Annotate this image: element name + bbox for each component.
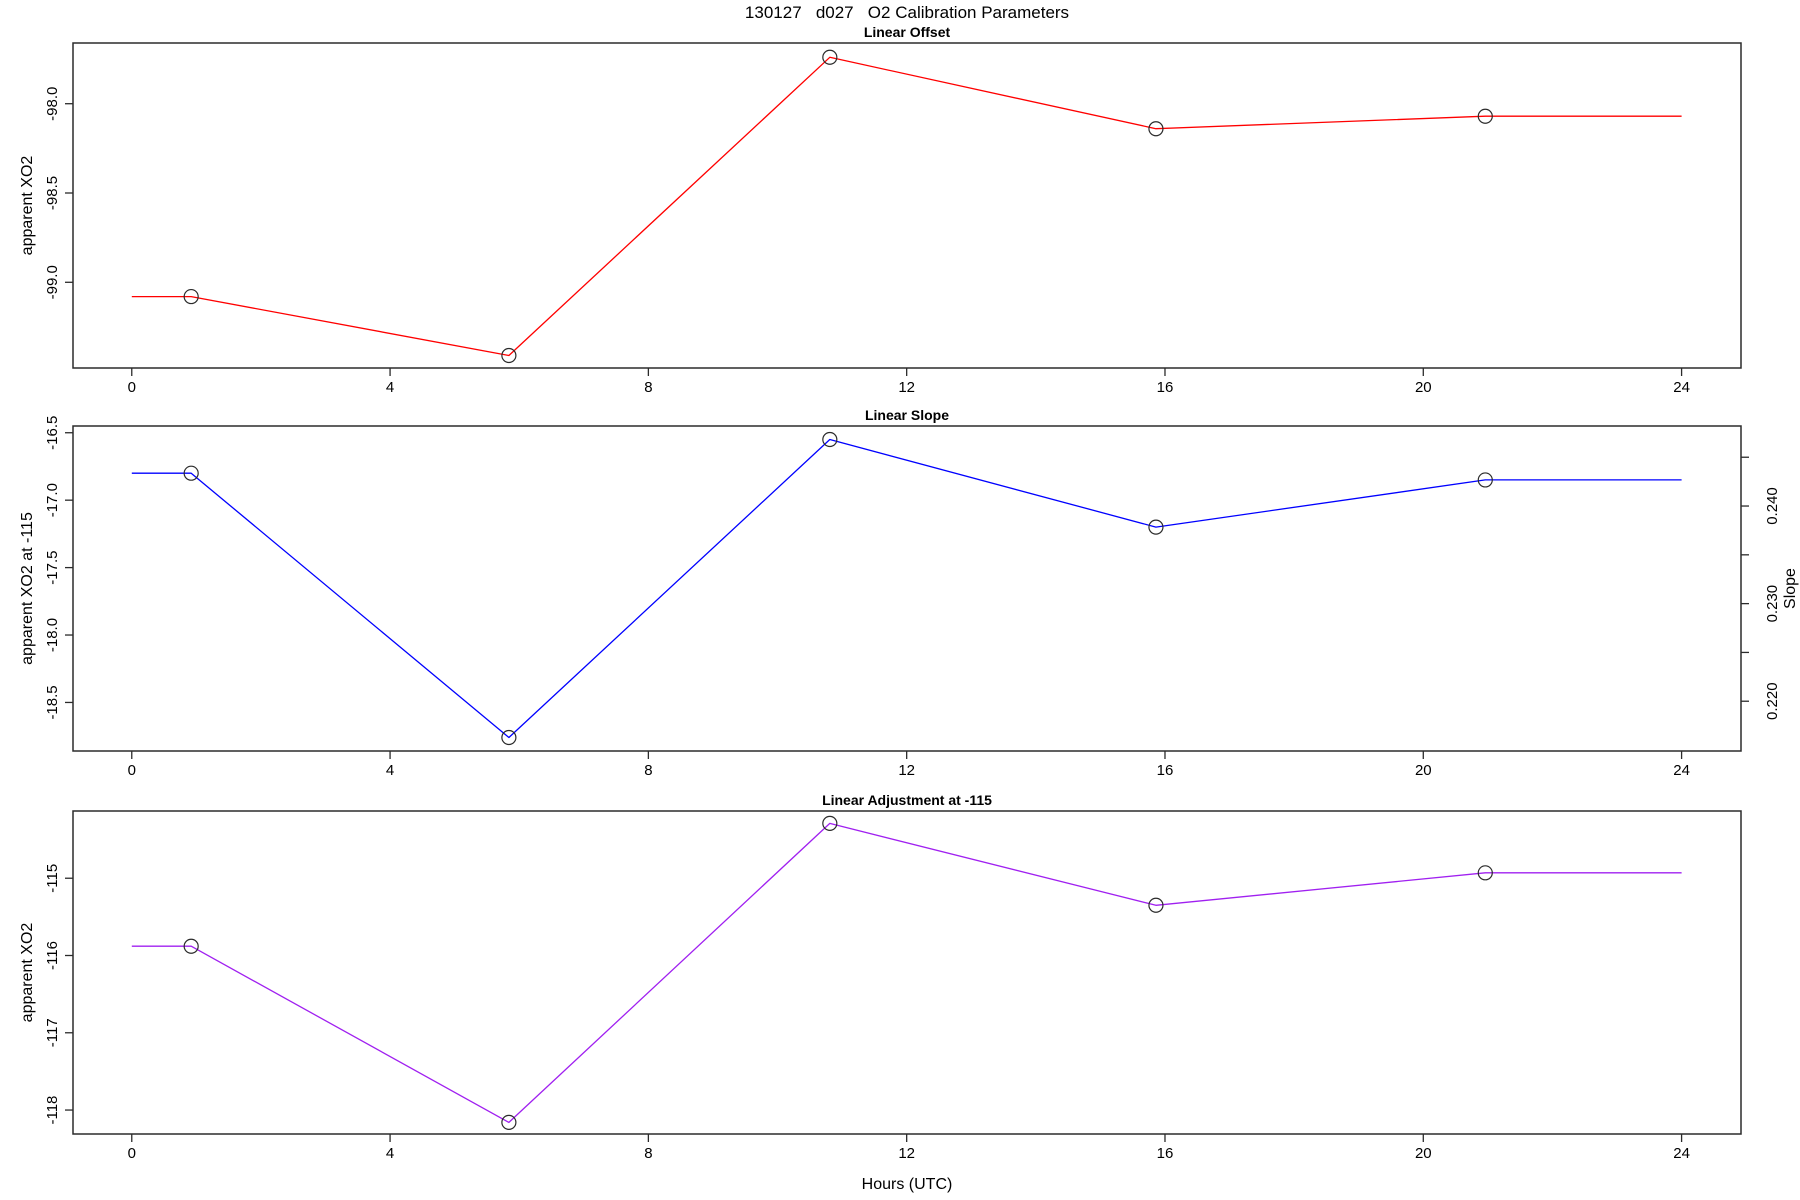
x-tick-label: 0 <box>128 1145 136 1162</box>
x-tick-label: 16 <box>1157 1145 1174 1162</box>
panel-3-box <box>72 810 1742 1135</box>
x-tick-label: 20 <box>1415 1145 1432 1162</box>
y-tick-label: -118 <box>44 1096 61 1125</box>
y-tick-label: -17.5 <box>44 550 61 584</box>
x-tick-label: 16 <box>1157 379 1174 396</box>
x-tick-label: 4 <box>386 379 394 396</box>
x-axis-title: Hours (UTC) <box>861 1176 953 1193</box>
panel-1-box <box>72 42 1742 369</box>
y-tick-label: -18.5 <box>44 685 61 719</box>
series-line-panel-3 <box>131 822 1682 1124</box>
x-tick-label: 20 <box>1415 379 1432 396</box>
data-point-marker <box>822 431 838 448</box>
x-tick-label: 4 <box>386 762 394 779</box>
y-tick-label: -115 <box>44 864 61 893</box>
y-tick-label: -16.5 <box>44 416 61 450</box>
right-y-tick-label: 0.220 <box>1764 682 1781 720</box>
x-tick-label: 20 <box>1415 762 1432 779</box>
y-tick-label: -98.0 <box>44 87 61 121</box>
data-point-marker <box>183 288 199 305</box>
data-point-marker <box>1148 121 1164 137</box>
y-tick-label: -17.0 <box>44 483 61 517</box>
y-tick-label: -116 <box>44 941 61 970</box>
x-tick-label: 24 <box>1673 762 1690 779</box>
data-point-marker <box>1148 897 1164 913</box>
x-tick-label: 0 <box>128 762 136 779</box>
y-axis-title: apparent XO2 at -115 <box>19 512 36 665</box>
data-point-marker <box>1477 472 1493 488</box>
x-tick-label: 12 <box>898 1145 915 1162</box>
data-point-marker <box>1148 519 1164 535</box>
y-axis-title: apparent XO2 <box>19 156 36 256</box>
right-y-tick-label: 0.230 <box>1764 585 1781 623</box>
y-tick-label: -98.5 <box>44 176 61 210</box>
y-tick-label: -117 <box>44 1018 61 1047</box>
x-tick-label: 24 <box>1673 1145 1690 1162</box>
x-tick-label: 8 <box>644 1145 652 1162</box>
data-point-marker <box>501 347 517 364</box>
data-point-marker <box>822 815 838 831</box>
panel-2-title: Linear Slope <box>865 407 949 423</box>
x-tick-label: 8 <box>644 762 652 779</box>
data-point-marker <box>1477 865 1493 881</box>
series-line-panel-2 <box>131 438 1682 739</box>
x-tick-label: 4 <box>386 1145 394 1162</box>
panel-1-title: Linear Offset <box>864 24 951 40</box>
right-y-axis-title: Slope <box>1782 568 1799 609</box>
y-tick-label: -99.0 <box>44 265 61 299</box>
panel-3-title: Linear Adjustment at -115 <box>822 792 992 808</box>
data-point-marker <box>1477 108 1493 124</box>
x-tick-label: 12 <box>898 762 915 779</box>
y-tick-label: -18.0 <box>44 618 61 652</box>
x-tick-label: 12 <box>898 379 915 396</box>
data-point-marker <box>183 938 199 954</box>
data-point-marker <box>822 49 838 65</box>
x-tick-label: 24 <box>1673 379 1690 396</box>
series-line-panel-1 <box>131 56 1682 357</box>
x-tick-label: 16 <box>1157 762 1174 779</box>
data-point-marker <box>501 1114 517 1131</box>
data-point-marker <box>183 465 199 481</box>
figure-title: 130127 d027 O2 Calibration Parameters <box>744 3 1070 22</box>
x-tick-label: 8 <box>644 379 652 396</box>
x-tick-label: 0 <box>128 379 136 396</box>
data-point-marker <box>501 729 517 746</box>
right-y-tick-label: 0.240 <box>1764 487 1781 525</box>
y-axis-title: apparent XO2 <box>19 923 36 1023</box>
